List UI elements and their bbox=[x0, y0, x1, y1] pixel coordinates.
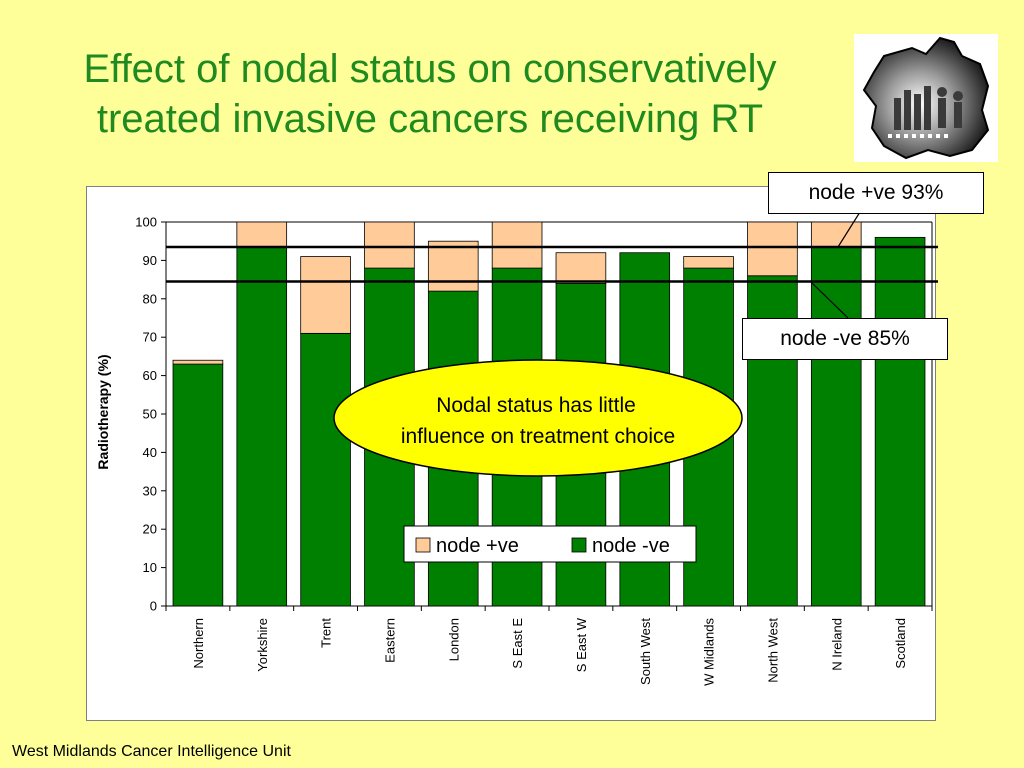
legend-item-node-pos: node +ve bbox=[415, 535, 519, 557]
bar-node-pos bbox=[236, 221, 288, 248]
bar-node-pos bbox=[300, 256, 351, 334]
legend-label-node-pos: node +ve bbox=[436, 535, 519, 557]
callout-node-negative: node -ve 85% bbox=[742, 318, 948, 360]
bar-group-northern bbox=[172, 359, 224, 607]
x-tick-label: S East E bbox=[510, 618, 525, 669]
bar-group-north-west bbox=[747, 221, 798, 607]
y-tick-label: 60 bbox=[143, 368, 157, 383]
x-tick-label: Yorkshire bbox=[255, 618, 270, 672]
bar-node-neg bbox=[236, 246, 288, 607]
y-tick-label: 20 bbox=[143, 522, 157, 537]
bar-node-pos bbox=[427, 240, 479, 292]
insight-line-2: influence on treatment choice bbox=[401, 425, 675, 448]
bar-group-trent bbox=[300, 256, 351, 607]
bar-group-yorkshire bbox=[236, 221, 288, 607]
x-tick-label: S East W bbox=[574, 617, 589, 672]
y-tick-label: 100 bbox=[135, 215, 157, 230]
callout-pointer-negative bbox=[811, 282, 849, 319]
legend-swatch-node-pos bbox=[415, 537, 431, 553]
legend-item-node-neg: node -ve bbox=[571, 535, 670, 557]
x-tick-label: London bbox=[446, 618, 461, 661]
y-axis-label: Radiotherapy (%) bbox=[95, 354, 111, 469]
x-tick-label: Eastern bbox=[382, 618, 397, 663]
callout-node-positive: node +ve 93% bbox=[768, 172, 984, 214]
bar-group-n-ireland bbox=[810, 221, 862, 607]
bar-node-pos bbox=[364, 221, 415, 269]
bar-node-pos bbox=[810, 221, 862, 248]
bar-node-neg bbox=[810, 246, 862, 607]
bar-node-pos bbox=[172, 359, 224, 365]
x-tick-label: Northern bbox=[191, 618, 206, 669]
bar-node-pos bbox=[747, 221, 798, 277]
y-tick-label: 10 bbox=[143, 560, 157, 575]
insight-ellipse: Nodal status has little influence on tre… bbox=[333, 359, 743, 477]
x-tick-label: W Midlands bbox=[702, 618, 717, 686]
bar-node-pos bbox=[683, 256, 734, 269]
x-tick-label: Trent bbox=[319, 618, 334, 648]
y-tick-label: 40 bbox=[143, 445, 157, 460]
legend-label-node-neg: node -ve bbox=[592, 535, 670, 557]
slide-title: Effect of nodal status on conservatively… bbox=[20, 44, 840, 144]
y-tick-label: 90 bbox=[143, 253, 157, 268]
insight-line-1: Nodal status has little bbox=[436, 394, 636, 417]
bar-node-pos bbox=[555, 252, 607, 284]
x-tick-label: N Ireland bbox=[829, 618, 844, 671]
callout-pointer-positive bbox=[837, 211, 861, 248]
bar-node-pos bbox=[491, 221, 543, 269]
legend-swatch-node-neg bbox=[571, 537, 587, 553]
x-tick-label: North West bbox=[765, 618, 780, 683]
x-tick-label: Scotland bbox=[893, 618, 908, 669]
chart-axes: 0 10 20 30 40 50 60 70 80 90 100 Northern Yorkshire T… bbox=[135, 215, 933, 686]
bar-group-scotland bbox=[874, 236, 926, 607]
y-tick-label: 30 bbox=[143, 483, 157, 498]
y-tick-label: 50 bbox=[143, 407, 157, 422]
bar-node-neg bbox=[300, 332, 351, 607]
reference-lines bbox=[166, 245, 938, 283]
slide-title-line-2: treated invasive cancers receiving RT bbox=[96, 97, 764, 141]
y-tick-label: 80 bbox=[143, 291, 157, 306]
footer-organisation: West Midlands Cancer Intelligence Unit bbox=[12, 743, 291, 760]
slide-title-line-1: Effect of nodal status on conservatively bbox=[83, 47, 777, 91]
y-tick-label: 0 bbox=[150, 599, 157, 614]
west-midlands-map-logo-icon bbox=[854, 34, 998, 162]
bar-node-neg bbox=[874, 236, 926, 607]
y-tick-label: 70 bbox=[143, 330, 157, 345]
x-tick-label: South West bbox=[638, 618, 653, 685]
bar-node-neg bbox=[172, 363, 224, 607]
chart-legend: node +ve node -ve bbox=[403, 525, 697, 563]
